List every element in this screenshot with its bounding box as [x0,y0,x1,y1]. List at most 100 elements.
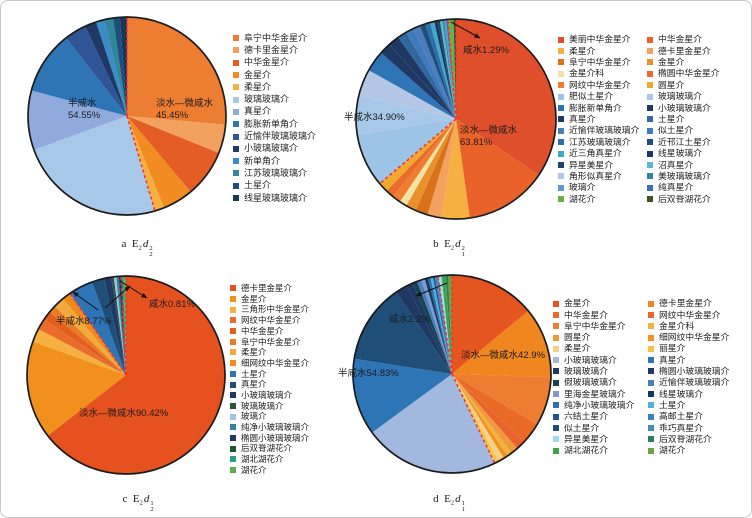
legend-swatch [647,116,653,123]
legend-swatch [230,434,236,441]
pie-slice [419,23,456,120]
pie-slice [452,310,552,378]
pie-slice [424,278,452,374]
legend-swatch [230,306,236,313]
legend-label: 真星介 [244,106,272,117]
legend-label: 柔星介 [244,81,272,92]
legend-swatch [233,84,239,91]
legend-item: 里海金星玻璃介 [553,388,634,399]
legend-column: 金星介 中华金星介 阜宁中华金星介 圆星介 柔星介 小玻璃玻璃介 玻璃玻璃介 假玻璃玻璃介 里海… [553,298,634,456]
legend-label: 膨胀新单角介 [244,118,299,129]
pie-slice [432,276,452,374]
legend-item: 膨胀新单角介 [558,102,639,113]
pie-chart-b [355,18,557,220]
legend-item: 金星介 [647,57,720,68]
legend-item: 德卡里金星介 [230,283,309,294]
legend-label: 玻璃介 [569,182,596,193]
legend-item: 沼真星介 [647,159,720,170]
legend-label: 近愉伴玻璃玻璃介 [569,125,640,136]
legend-label: 阜宁中华金星介 [241,336,301,347]
legend-label: 近邗江土星介 [658,136,711,147]
pie-slice [442,19,456,120]
legend-label: 德卡里金星介 [659,298,712,309]
legend-swatch [647,173,653,180]
legend-swatch [647,127,653,134]
pie-slice [127,116,219,192]
pie-slice [396,285,452,374]
legend-swatch [553,311,559,318]
legend-swatch [648,311,654,318]
legend-item: 后双脊湖花介 [648,434,729,445]
legend-item: 近愉伴玻璃玻璃介 [558,125,639,136]
legend-swatch [230,338,236,345]
legend-item: 角形似真星介 [558,171,639,182]
arrow-annotation [119,280,148,299]
legend-label: 线星玻璃介 [658,148,702,159]
legend-swatch [648,424,654,431]
pie-group-label: 淡水—微咸水 63.81% [460,125,518,148]
pie-slice [434,276,452,374]
pie-group-label: 淡水—微咸水90.42% [79,408,169,419]
legend-swatch [647,93,653,100]
legend-swatch [648,357,654,364]
legend-swatch [647,161,653,168]
legend-label: 真星介 [569,114,596,125]
legend-swatch [553,323,559,330]
pie-slice [33,116,155,215]
legend-item: 肥似土星介 [558,91,639,102]
legend-label: 乖巧真星介 [659,422,703,433]
pie-group-label: 淡水—微咸水42.9% [461,350,545,361]
pie-group-label: 半咸水34.90% [344,112,405,123]
legend-item: 似土星介 [647,125,720,136]
chart-caption: d E2d 1 1 [433,493,465,513]
pie-slice [28,90,127,150]
legend-swatch [233,170,239,177]
pie-chart-c [26,275,226,475]
legend-swatch [233,195,239,201]
legend-label: 湖北湖花介 [241,454,284,465]
legend-column: 中华金星介 德卡里金星介 金星介 椭圆中华金星介 圆星介 玻璃玻璃介 小玻璃玻璃介 土星介 似土… [647,34,720,205]
legend-label: 线星玻璃玻璃介 [244,192,308,203]
pie-slice [412,281,452,374]
legend-swatch [553,300,559,307]
pie-slice [439,19,456,120]
legend-item: 阜宁中华金星介 [553,321,634,332]
legend-item: 中华金星介 [233,57,316,69]
pie-slice [441,275,452,374]
legend-item: 中华金星介 [553,309,634,320]
legend-item: 玻璃玻璃介 [230,401,309,412]
legend-label: 湖花介 [241,464,267,475]
legend-item: 椭圆小玻璃玻璃介 [230,433,309,444]
pie-group-label: 咸水2.2% [389,314,430,325]
legend-label: 金星介科 [659,320,695,331]
pie-slice [452,374,504,462]
legend-label: 后双脊湖花介 [659,433,712,444]
legend-item: 高邮土星介 [648,411,729,422]
pie-slice [358,70,456,119]
legend-item: 玻璃玻璃介 [553,366,634,377]
legend-label: 角形似真星介 [569,170,622,181]
pie-slice [372,374,495,473]
pie-slice [452,374,499,464]
legend-label: 小玻璃玻璃介 [658,102,711,113]
legend-item: 小玻璃玻璃介 [647,102,720,113]
legend-item: 真星介 [558,114,639,125]
legend-item: 江苏玻璃玻璃介 [558,137,639,148]
legend-swatch [233,96,239,103]
arrow-annotation [72,291,99,311]
pie-slice [357,119,456,184]
legend-item: 土星介 [233,180,316,192]
legend-label: 柔星介 [569,45,596,56]
legend-label: 土星介 [244,180,272,191]
legend-label: 丽星介 [659,343,686,354]
legend-swatch [230,370,236,377]
pie-slice [113,17,127,116]
pie-slice [434,20,456,119]
legend-swatch [233,108,239,115]
legend-label: 近愉伴玻璃玻璃介 [244,131,317,142]
pie-slice [456,19,557,176]
legend-swatch [648,391,654,398]
pie-slice [392,119,456,202]
legend-label: 近三角真星介 [569,148,622,159]
